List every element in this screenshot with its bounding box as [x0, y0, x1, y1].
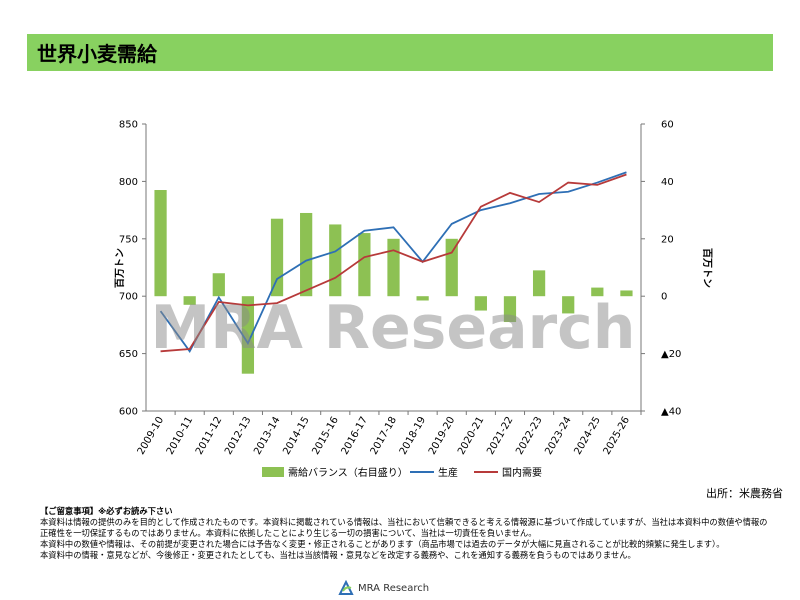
right-tick-label: 40 [661, 177, 674, 188]
bar-supply-demand-balance [416, 296, 429, 301]
disclaimer-notes: 【ご留意事項】※必ずお読み下さい 本資料は情報の提供のみを目的として作成されたも… [40, 506, 770, 561]
line-domestic-demand [160, 173, 627, 353]
bar-supply-demand-balance [212, 273, 225, 297]
x-tick-label: 2018-19 [398, 415, 428, 457]
bar-supply-demand-balance [562, 296, 575, 314]
bar-supply-demand-balance [154, 190, 167, 297]
right-tick-label: ▲40 [661, 407, 681, 418]
watermark-text: MRA Research [151, 293, 636, 363]
x-tick-label: 2016-17 [340, 415, 370, 457]
right-tick-label: 60 [661, 120, 674, 131]
bar-supply-demand-balance [270, 218, 284, 297]
notes-line: 本資料は情報の提供のみを目的として作成されたものです。本資料に掲載されている情報… [40, 517, 768, 538]
bar-supply-demand-balance [591, 287, 604, 297]
x-tick-label: 2024-25 [572, 415, 602, 457]
bar-supply-demand-balance [532, 270, 546, 297]
left-tick-label: 750 [119, 234, 138, 245]
bar-supply-demand-balance [183, 296, 196, 305]
right-tick-label: 20 [661, 234, 674, 245]
right-tick-label: 0 [661, 292, 667, 303]
left-tick-label: 600 [119, 407, 138, 418]
bar-supply-demand-balance [387, 238, 400, 297]
x-tick-label: 2022-23 [514, 415, 544, 457]
x-tick-label: 2012-13 [223, 415, 253, 457]
x-tick-label: 2014-15 [281, 415, 311, 457]
legend-label-bar: 需給バランス（右目盛り） [288, 466, 408, 479]
x-tick-label: 2021-22 [485, 415, 515, 457]
x-tick-label: 2025-26 [602, 415, 632, 457]
footer-logo: MRA Research [338, 578, 429, 598]
left-tick-label: 850 [119, 120, 138, 131]
source-note: 出所：米農務省 [706, 487, 783, 500]
legend-swatch-bar [262, 467, 284, 477]
bar-supply-demand-balance [241, 296, 255, 374]
mra-logo-icon [338, 580, 354, 595]
x-tick-label: 2011-12 [194, 415, 224, 457]
page-title: 世界小麦需給 [37, 42, 157, 66]
left-axis-title: 百万トン [114, 248, 126, 288]
notes-heading: 【ご留意事項】※必ずお読み下さい [40, 506, 173, 516]
x-tick-label: 2009-10 [136, 415, 166, 457]
legend-label-demand: 国内需要 [502, 466, 542, 479]
footer-logo-text: MRA Research [358, 582, 430, 594]
x-tick-label: 2020-21 [456, 415, 486, 457]
bar-supply-demand-balance [300, 212, 313, 297]
notes-line: 本資料中の情報・意見などが、今後修正・変更されたとしても、当社は当該情報・意見な… [40, 550, 636, 560]
notes-line: 本資料中の数値や情報は、その前提が変更された場合には予告なく変更・修正されること… [40, 539, 725, 549]
x-tick-label: 2015-16 [310, 415, 340, 457]
bar-supply-demand-balance [503, 296, 517, 323]
legend-label-production: 生産 [438, 466, 458, 479]
bar-supply-demand-balance [358, 233, 371, 297]
right-axis-title: 百万トン [701, 248, 713, 288]
bar-supply-demand-balance [329, 224, 342, 297]
bar-supply-demand-balance [620, 290, 633, 297]
left-tick-label: 700 [119, 292, 138, 303]
x-tick-label: 2019-20 [427, 415, 457, 457]
x-tick-label: 2013-14 [252, 415, 282, 457]
x-tick-label: 2010-11 [165, 415, 195, 457]
bar-supply-demand-balance [474, 296, 487, 311]
title-bar: 世界小麦需給 [27, 34, 773, 71]
left-tick-label: 800 [119, 177, 138, 188]
left-tick-label: 650 [119, 349, 138, 360]
x-tick-label: 2023-24 [543, 415, 573, 457]
right-tick-label: ▲20 [661, 349, 681, 360]
x-tick-label: 2017-18 [369, 415, 399, 457]
line-production [159, 171, 627, 353]
